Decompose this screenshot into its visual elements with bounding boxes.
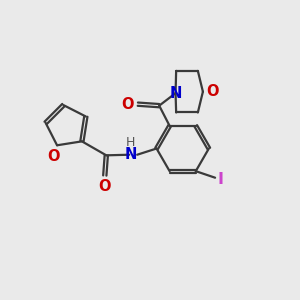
Text: H: H: [126, 136, 135, 149]
Text: O: O: [98, 179, 111, 194]
Text: N: N: [124, 147, 137, 162]
Text: N: N: [169, 86, 182, 101]
Text: O: O: [206, 84, 219, 99]
Text: O: O: [47, 149, 60, 164]
Text: O: O: [122, 97, 134, 112]
Text: I: I: [218, 172, 224, 187]
